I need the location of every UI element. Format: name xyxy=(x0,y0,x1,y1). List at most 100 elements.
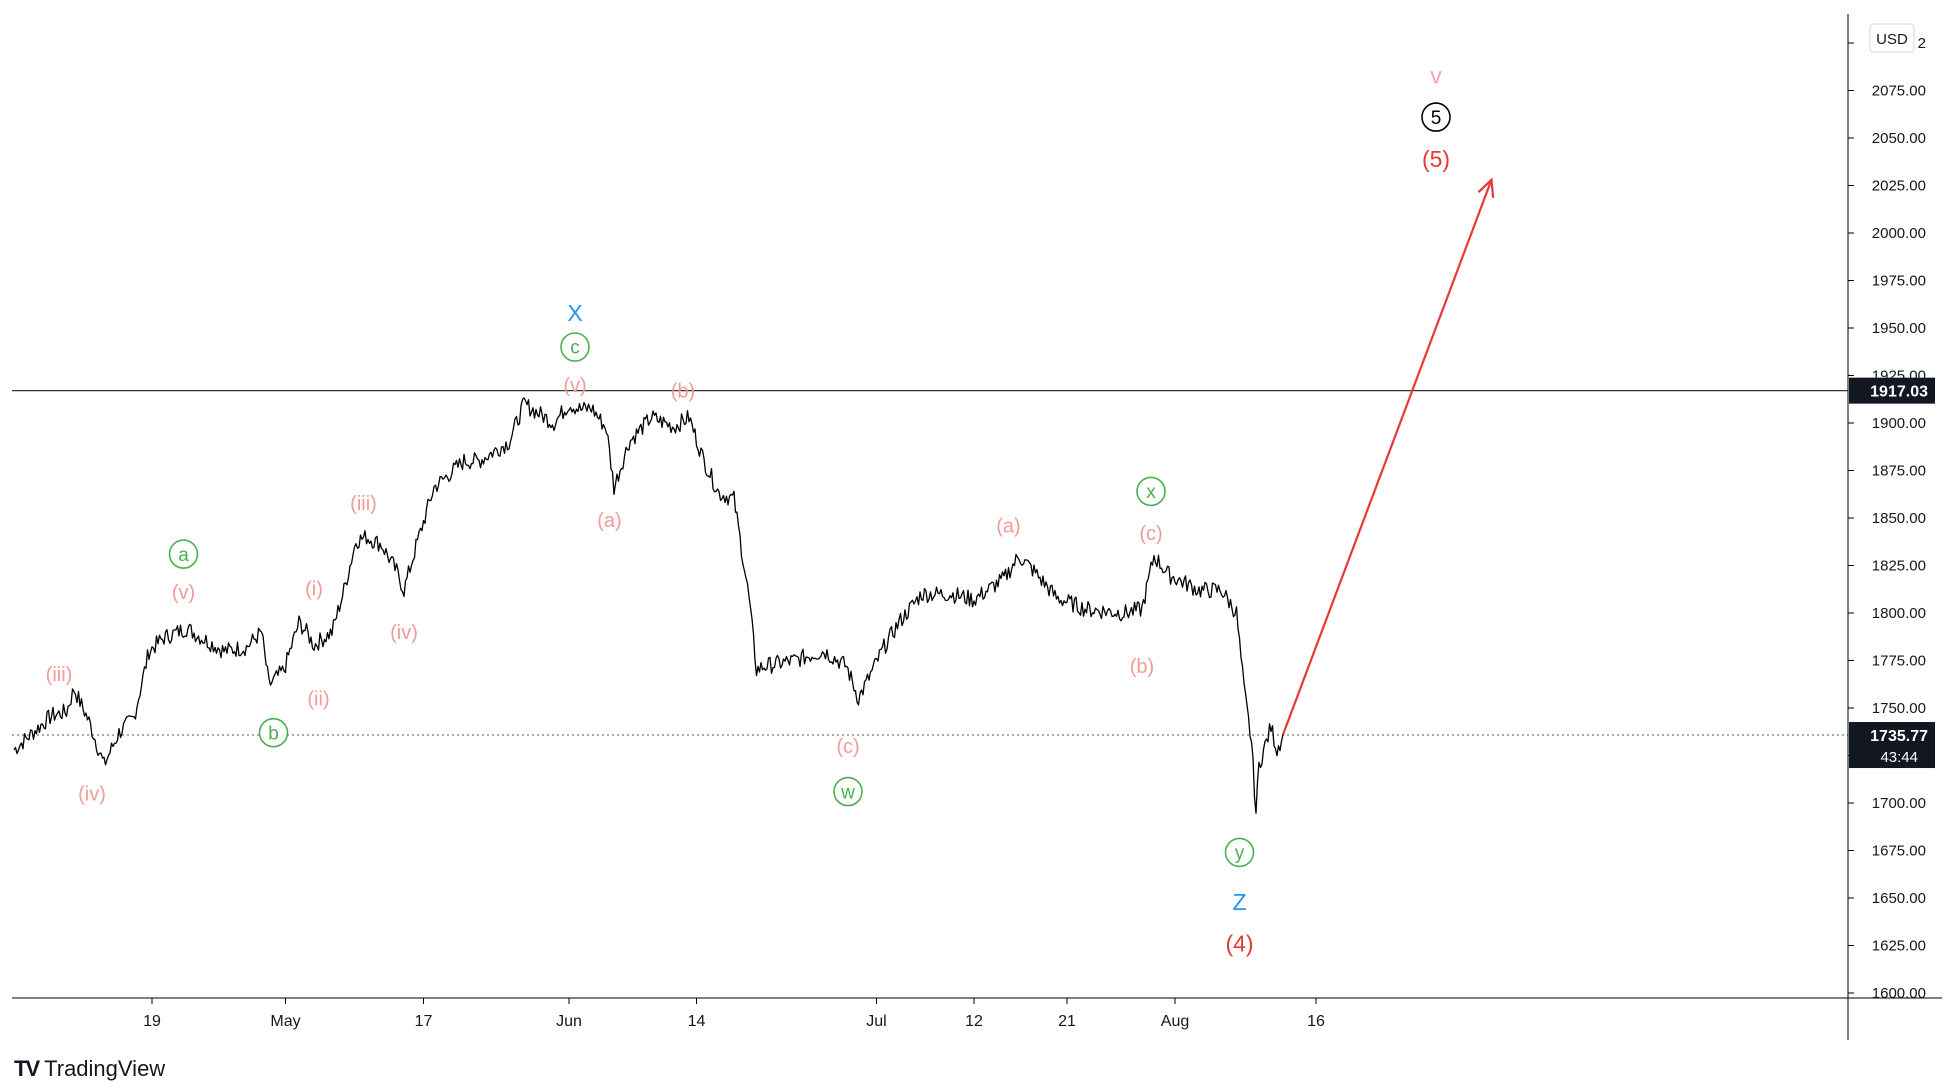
wave-label-text: (v) xyxy=(563,375,586,397)
wave-label[interactable]: (i) xyxy=(305,578,323,600)
plot-area[interactable] xyxy=(12,177,1848,814)
wave-label-text: (v) xyxy=(172,582,195,604)
y-tick-label: 2050.00 xyxy=(1872,130,1926,147)
wave-label-text: Z xyxy=(1232,889,1246,915)
currency-label: USD xyxy=(1876,31,1908,48)
y-tick-label: 1825.00 xyxy=(1872,558,1926,575)
wave-label[interactable]: w xyxy=(833,776,863,807)
wave-label-text: a xyxy=(178,545,189,566)
y-tick-label: 2 xyxy=(1918,35,1926,52)
y-tick-label: 1675.00 xyxy=(1872,843,1926,860)
x-tick-label: Aug xyxy=(1161,1013,1189,1030)
x-tick-label: 12 xyxy=(965,1013,983,1030)
x-tick-label: 17 xyxy=(415,1013,433,1030)
wave-label-text: X xyxy=(567,300,582,326)
wave-label[interactable]: X xyxy=(567,300,582,326)
wave-label[interactable]: (5) xyxy=(1422,146,1450,172)
wave-label-text: (b) xyxy=(671,381,695,403)
y-tick-label: 1650.00 xyxy=(1872,890,1926,907)
tradingview-logo-icon: TV xyxy=(14,1056,40,1081)
y-tick-label: 1775.00 xyxy=(1872,653,1926,670)
price-tag: 1735.77 43:44 xyxy=(1849,722,1935,769)
wave-label-text: (a) xyxy=(996,516,1020,538)
wave-label-text: (iii) xyxy=(46,664,73,686)
wave-label-text: (c) xyxy=(836,736,859,758)
y-tick-label: 1625.00 xyxy=(1872,938,1926,955)
wave-label-text: (i) xyxy=(305,578,323,600)
wave-label-text: (iv) xyxy=(78,784,106,806)
wave-label[interactable]: (v) xyxy=(172,582,195,604)
wave-label[interactable]: (a) xyxy=(597,510,621,532)
wave-label-text: v xyxy=(1430,62,1442,88)
wave-label[interactable]: (b) xyxy=(1130,656,1154,678)
wave-label-circle xyxy=(833,776,863,807)
y-tick-label: 1875.00 xyxy=(1872,463,1926,480)
y-tick-label: 2075.00 xyxy=(1872,83,1926,100)
wave-label-text: y xyxy=(1235,843,1245,864)
y-tick-label: 1750.00 xyxy=(1872,700,1926,717)
wave-label[interactable]: b xyxy=(258,717,289,748)
wave-label[interactable]: a xyxy=(168,539,199,569)
wave-label-circle xyxy=(1421,102,1451,132)
wave-label[interactable]: c xyxy=(560,332,590,362)
wave-label[interactable]: (4) xyxy=(1225,931,1253,957)
x-tick-label: 19 xyxy=(143,1013,161,1030)
currency-badge[interactable]: USD xyxy=(1869,23,1915,53)
price-tag: 1917.03 xyxy=(1849,377,1935,404)
wave-label-circle xyxy=(1224,837,1255,868)
axes: 1600.001625.001650.001675.001700.001725.… xyxy=(12,14,1942,1040)
x-tick-label: 16 xyxy=(1307,1013,1325,1030)
wave-label-text: (iv) xyxy=(390,622,418,644)
wave-label-text: (5) xyxy=(1422,146,1450,172)
price-tag-countdown: 43:44 xyxy=(1880,749,1918,766)
x-tick-label: Jul xyxy=(866,1013,886,1030)
wave-label[interactable]: (c) xyxy=(836,736,859,758)
price-tag-value: 1917.03 xyxy=(1870,384,1928,401)
wave-label-text: (a) xyxy=(597,510,621,532)
wave-label[interactable]: v xyxy=(1430,62,1442,88)
y-tick-label: 1900.00 xyxy=(1872,415,1926,432)
y-tick-label: 1800.00 xyxy=(1872,605,1926,622)
wave-label[interactable]: (b) xyxy=(671,381,695,403)
wave-label-text: (4) xyxy=(1225,931,1253,957)
projection-arrow[interactable] xyxy=(1281,179,1493,735)
wave-label[interactable]: (v) xyxy=(563,375,586,397)
y-tick-label: 2000.00 xyxy=(1872,225,1926,242)
wave-label-text: (iii) xyxy=(350,493,377,515)
wave-label-circle xyxy=(168,539,199,569)
wave-label[interactable]: Z xyxy=(1232,889,1246,915)
wave-label[interactable]: (iii) xyxy=(350,493,377,515)
price-tag-value: 1735.77 xyxy=(1870,728,1928,745)
tradingview-brand-name: TradingView xyxy=(44,1056,166,1081)
wave-label[interactable]: (ii) xyxy=(307,689,329,711)
wave-label-text: x xyxy=(1146,482,1156,503)
y-tick-label: 1850.00 xyxy=(1872,510,1926,527)
wave-label[interactable]: (iii) xyxy=(46,664,73,686)
wave-label[interactable]: (c) xyxy=(1139,523,1162,545)
wave-label[interactable]: (iv) xyxy=(78,784,106,806)
tradingview-logo[interactable]: TV TradingView xyxy=(14,1056,165,1082)
wave-label[interactable]: y xyxy=(1224,837,1255,868)
wave-label[interactable]: (a) xyxy=(996,516,1020,538)
wave-label-circle xyxy=(560,332,590,362)
y-tick-label: 2025.00 xyxy=(1872,178,1926,195)
wave-label-circle xyxy=(258,717,289,748)
wave-label-text: (c) xyxy=(1139,523,1162,545)
wave-label[interactable]: (iv) xyxy=(390,622,418,644)
price-series-line[interactable] xyxy=(13,397,1284,814)
wave-label-text: 5 xyxy=(1431,108,1442,129)
wave-label[interactable]: x xyxy=(1136,476,1166,507)
x-tick-label: 21 xyxy=(1058,1013,1076,1030)
wave-label-text: c xyxy=(570,338,580,359)
x-tick-label: May xyxy=(270,1013,300,1030)
y-tick-label: 1700.00 xyxy=(1872,795,1926,812)
x-tick-label: 14 xyxy=(688,1013,706,1030)
y-tick-label: 1975.00 xyxy=(1872,273,1926,290)
y-tick-label: 1600.00 xyxy=(1872,985,1926,1002)
y-tick-label: 1950.00 xyxy=(1872,320,1926,337)
projection-arrow-head xyxy=(1477,177,1495,198)
wave-label-circle xyxy=(1136,476,1166,507)
wave-label[interactable]: 5 xyxy=(1421,102,1451,132)
wave-label-text: (ii) xyxy=(307,689,329,711)
